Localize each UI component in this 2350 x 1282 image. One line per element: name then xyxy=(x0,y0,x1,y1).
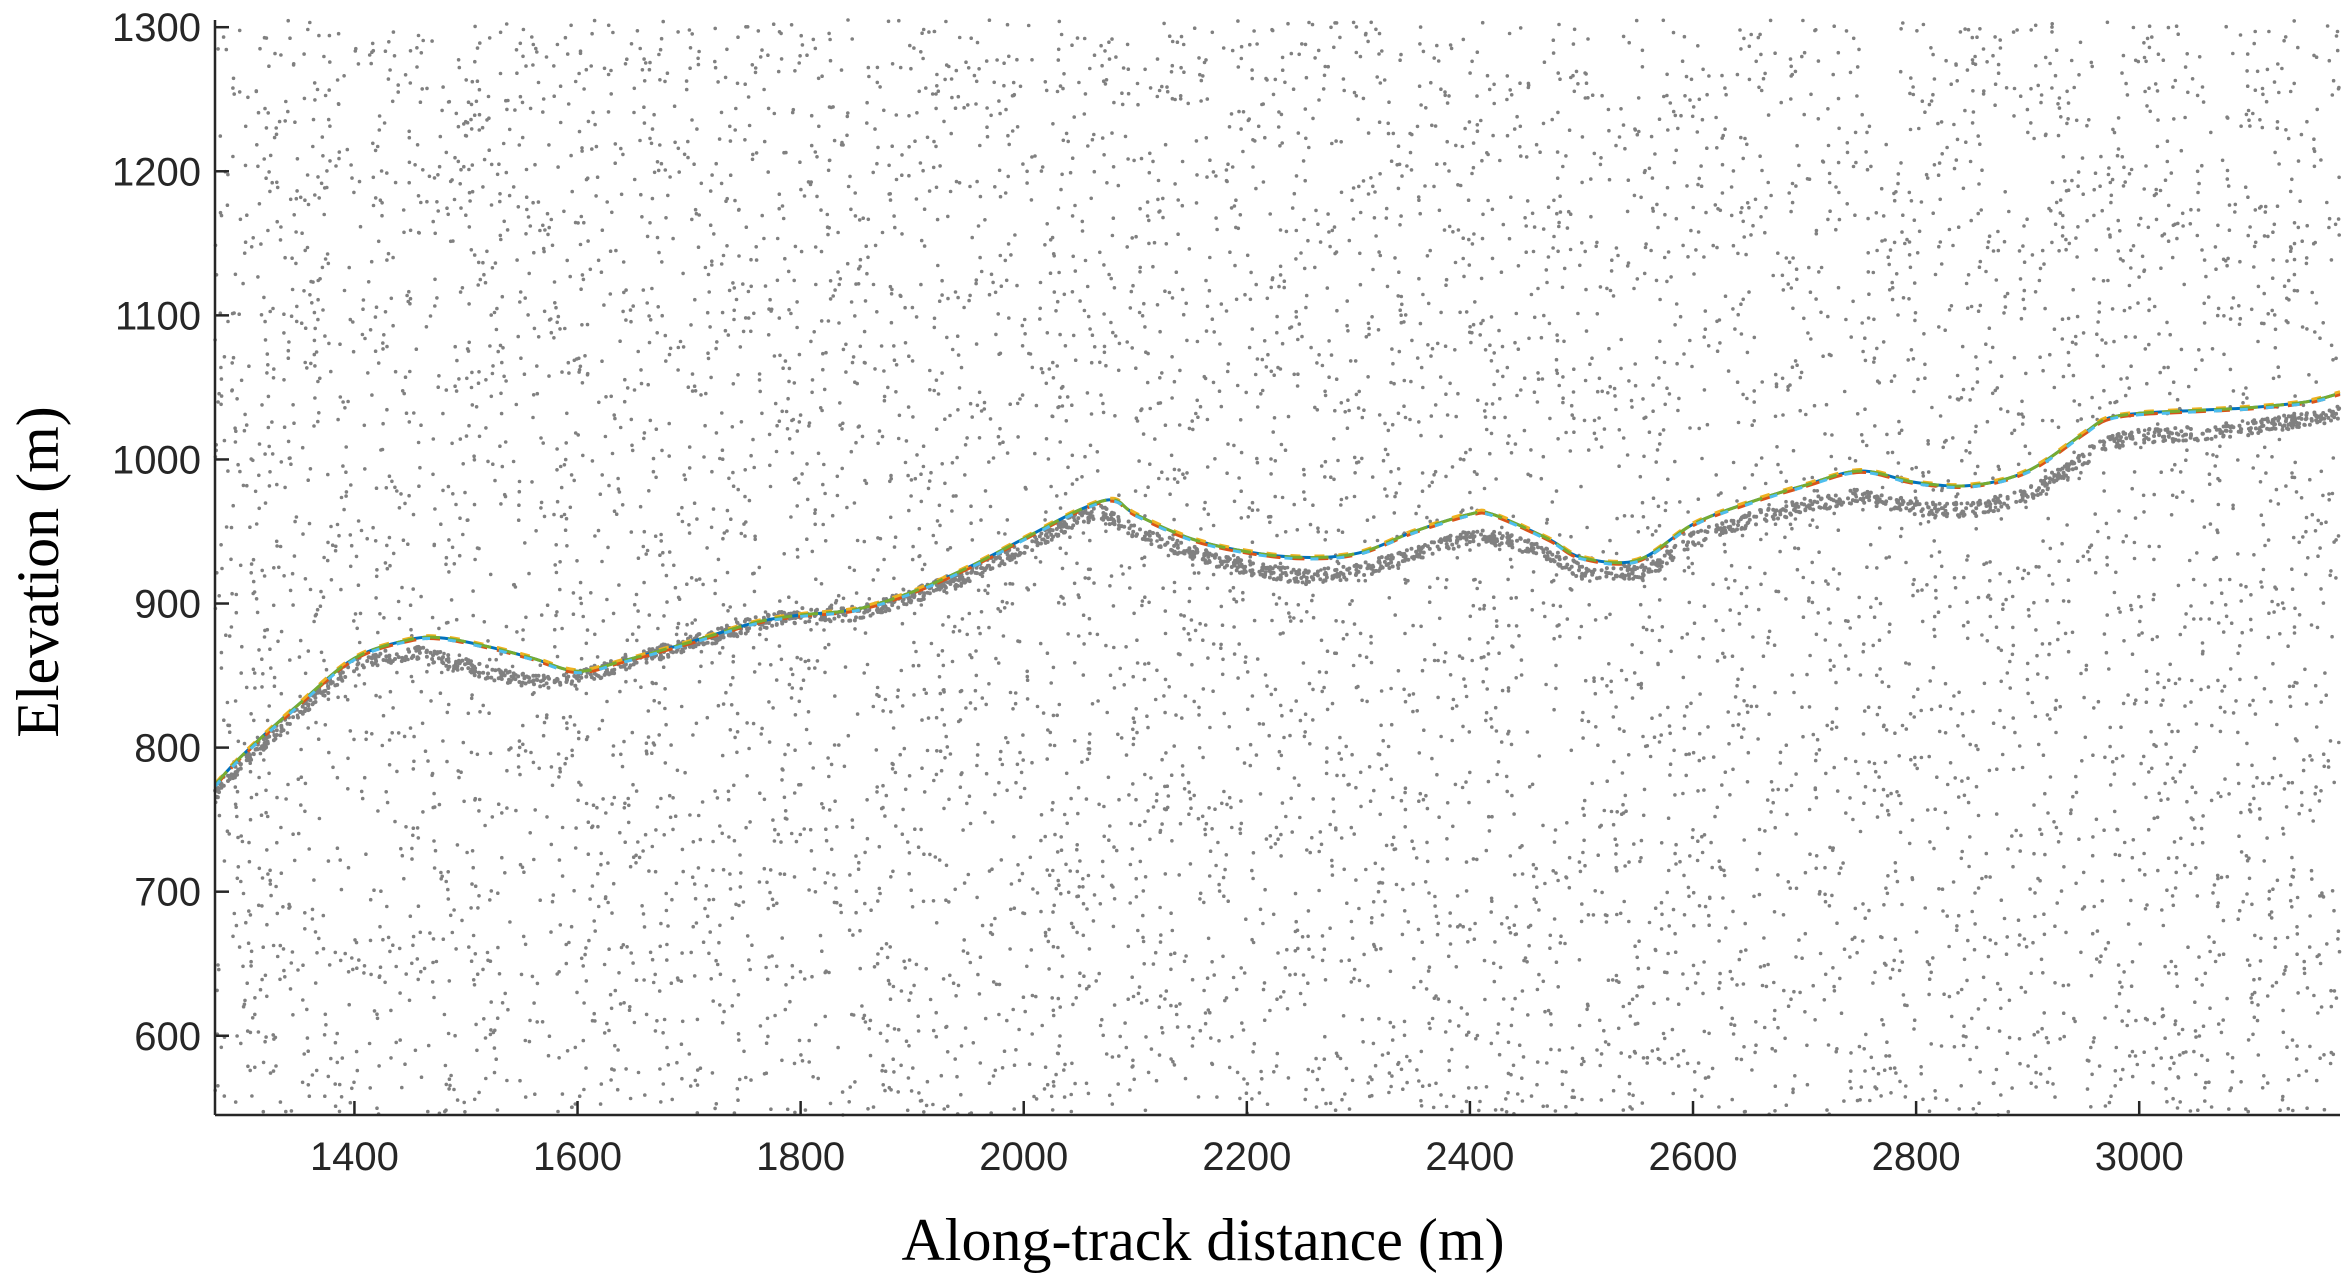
surface-line-3 xyxy=(213,390,2341,785)
x-tick-label: 2200 xyxy=(1202,1135,1291,1179)
surface-line-2 xyxy=(213,393,2341,788)
x-tick-label: 3000 xyxy=(2095,1135,2184,1179)
ground-photon-band xyxy=(213,404,2342,800)
axes xyxy=(213,20,2340,1117)
surface-line-1 xyxy=(213,391,2341,787)
x-tick-label: 2800 xyxy=(1872,1135,1961,1179)
y-tick-label: 800 xyxy=(134,727,201,771)
ground-photons xyxy=(213,404,2342,800)
x-tick-label: 1600 xyxy=(533,1135,622,1179)
x-tick-label: 2600 xyxy=(1649,1135,1738,1179)
tick-labels: 1400 1600 1800 2000 2200 2400 2600 2800 3000 600 7… xyxy=(112,6,2184,1179)
x-tick-label: 1800 xyxy=(756,1135,845,1179)
y-tick-label: 700 xyxy=(134,871,201,915)
y-tick-label: 1300 xyxy=(112,6,201,50)
noise-photon-cloud xyxy=(213,18,2342,1117)
y-tick-label: 900 xyxy=(134,583,201,627)
x-tick-label: 2400 xyxy=(1425,1135,1514,1179)
surface-line-5 xyxy=(213,393,2341,788)
y-tick-label: 1000 xyxy=(112,438,201,482)
y-tick-label: 600 xyxy=(134,1015,201,1059)
y-tick-label: 1100 xyxy=(115,294,201,338)
surface-lines xyxy=(213,390,2341,788)
y-tick-label: 1200 xyxy=(112,150,201,194)
noise-photons xyxy=(213,18,2342,1117)
x-tick-label: 2000 xyxy=(979,1135,1068,1179)
y-axis-title: Elevation (m) xyxy=(5,406,71,738)
x-axis-title: Along-track distance (m) xyxy=(901,1207,1504,1273)
x-tick-label: 1400 xyxy=(310,1135,399,1179)
surface-line-4 xyxy=(213,391,2341,787)
